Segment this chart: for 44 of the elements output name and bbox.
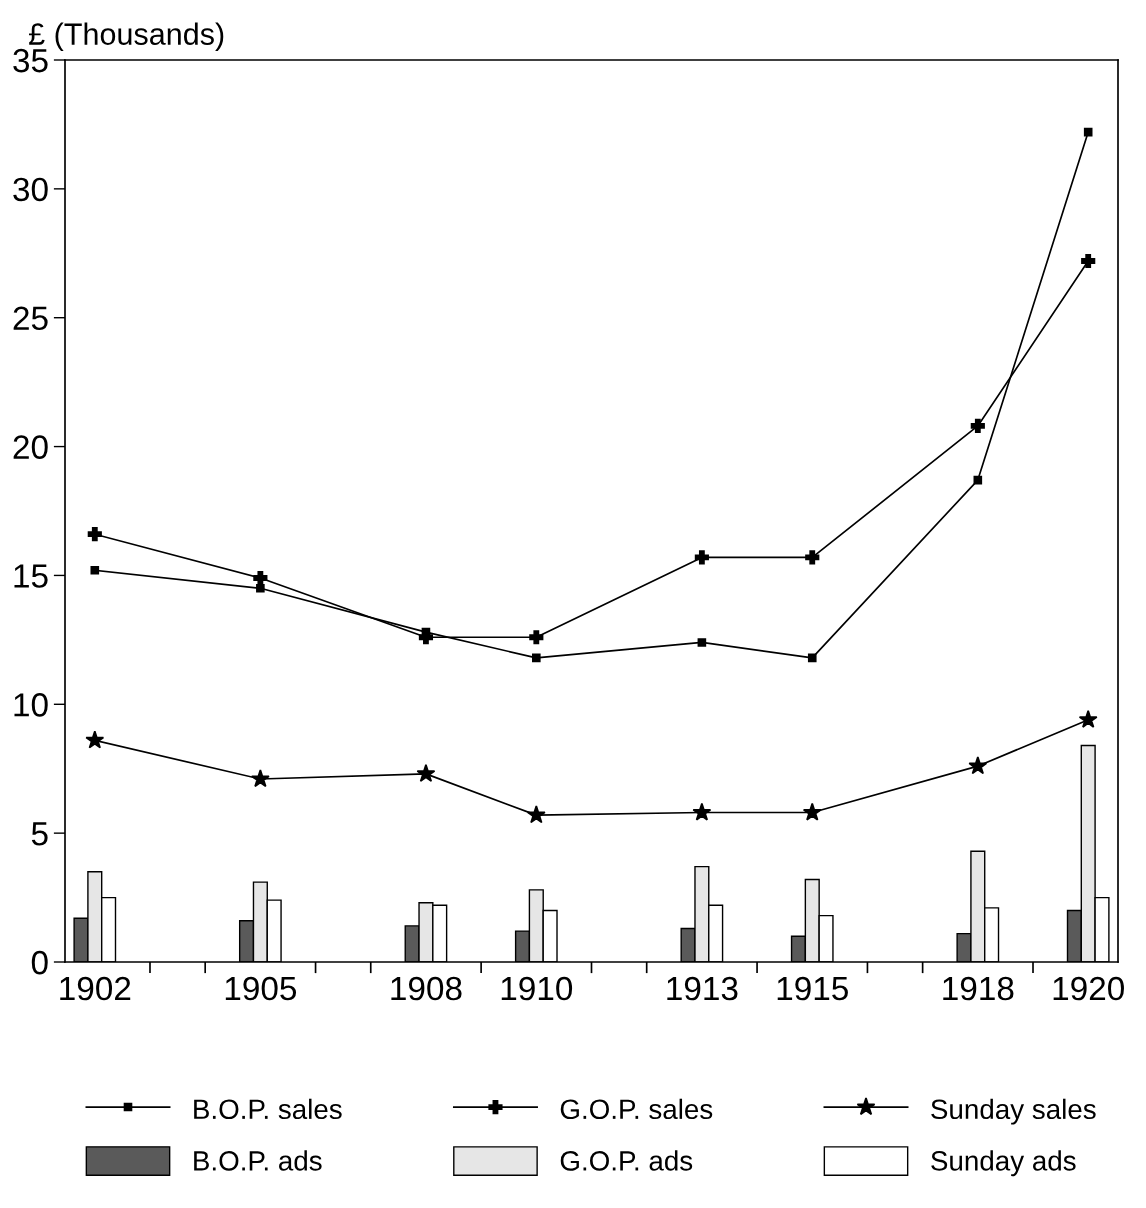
y-tick-label: 10 bbox=[14, 693, 48, 717]
point bbox=[526, 805, 546, 824]
point bbox=[1081, 253, 1096, 269]
y-tick-label: 30 bbox=[13, 177, 48, 202]
x-tick-label: 1913 bbox=[667, 976, 738, 1001]
x-tick-label: 1908 bbox=[391, 976, 462, 1001]
x-tick-label: 1905 bbox=[225, 976, 297, 1001]
legend-label: Sunday sales bbox=[931, 1098, 1096, 1125]
legend-label: G.O.P. sales bbox=[560, 1098, 713, 1120]
point bbox=[802, 802, 822, 821]
point bbox=[1083, 127, 1093, 137]
point bbox=[968, 756, 988, 775]
point bbox=[807, 653, 817, 663]
x-tick-label: 1920 bbox=[1053, 976, 1124, 1001]
point bbox=[973, 475, 983, 485]
point bbox=[85, 730, 105, 749]
point bbox=[416, 764, 436, 783]
point bbox=[250, 769, 270, 788]
legend-label: G.O.P. ads bbox=[560, 1150, 693, 1171]
point bbox=[697, 638, 707, 647]
point bbox=[256, 584, 265, 593]
y-tick-label: 25 bbox=[13, 306, 48, 331]
point bbox=[529, 630, 544, 645]
point bbox=[1078, 709, 1098, 728]
point bbox=[692, 802, 712, 821]
point bbox=[805, 550, 820, 565]
x-tick-label: 1918 bbox=[943, 976, 1014, 1001]
point bbox=[694, 550, 709, 565]
y-tick-label: 15 bbox=[14, 564, 48, 588]
point bbox=[90, 565, 100, 575]
point bbox=[970, 418, 985, 434]
legend-label: B.O.P. ads bbox=[194, 1150, 322, 1171]
x-tick-label: 1902 bbox=[60, 976, 131, 1001]
x-tick-label: 1910 bbox=[501, 976, 573, 1001]
point bbox=[87, 527, 102, 542]
point bbox=[253, 570, 268, 586]
y-tick-label: 20 bbox=[13, 435, 48, 459]
y-tick-label: 0 bbox=[31, 950, 48, 975]
y-tick-label: 35 bbox=[13, 48, 48, 73]
legend-label: B.O.P. sales bbox=[194, 1098, 342, 1120]
legend-label: Sunday ads bbox=[931, 1150, 1076, 1177]
point bbox=[532, 653, 541, 663]
x-tick-label: 1915 bbox=[777, 976, 848, 1001]
y-tick-label: 5 bbox=[31, 822, 48, 846]
